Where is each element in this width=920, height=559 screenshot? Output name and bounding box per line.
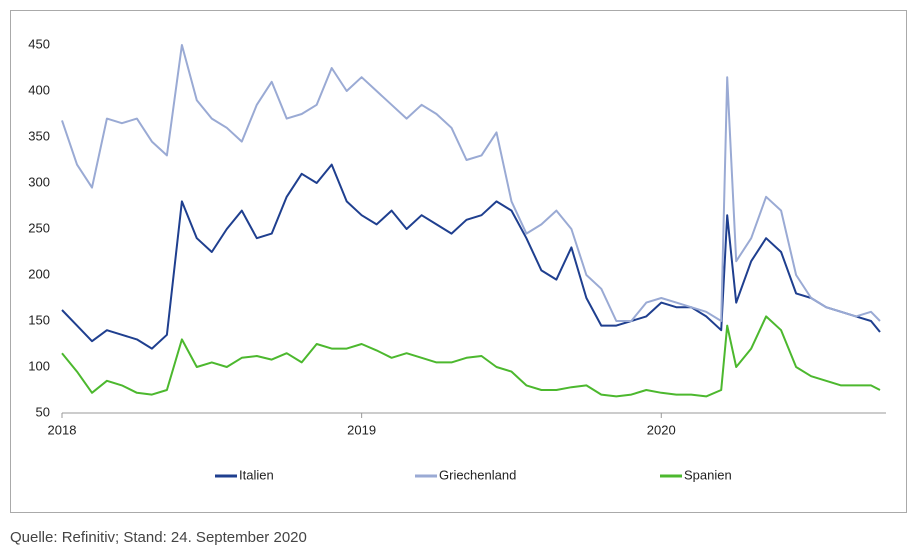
legend-label: Italien xyxy=(239,467,274,482)
chart-frame xyxy=(10,10,907,513)
series-line xyxy=(61,163,881,350)
y-tick-label: 150 xyxy=(28,312,50,327)
y-tick-label: 300 xyxy=(28,174,50,189)
series-line xyxy=(61,44,881,322)
x-tick-label: 2019 xyxy=(347,422,376,437)
x-tick-label: 2018 xyxy=(48,422,77,437)
y-tick-label: 50 xyxy=(36,404,50,419)
legend-label: Griechenland xyxy=(439,467,516,482)
x-tick-label: 2020 xyxy=(647,422,676,437)
source-note: Quelle: Refinitiv; Stand: 24. September … xyxy=(10,529,307,546)
legend-label: Spanien xyxy=(684,467,732,482)
y-tick-label: 100 xyxy=(28,358,50,373)
series-line xyxy=(61,315,881,398)
y-tick-label: 450 xyxy=(28,36,50,51)
y-tick-label: 400 xyxy=(28,82,50,97)
y-tick-label: 350 xyxy=(28,128,50,143)
y-tick-label: 250 xyxy=(28,220,50,235)
y-tick-label: 200 xyxy=(28,266,50,281)
